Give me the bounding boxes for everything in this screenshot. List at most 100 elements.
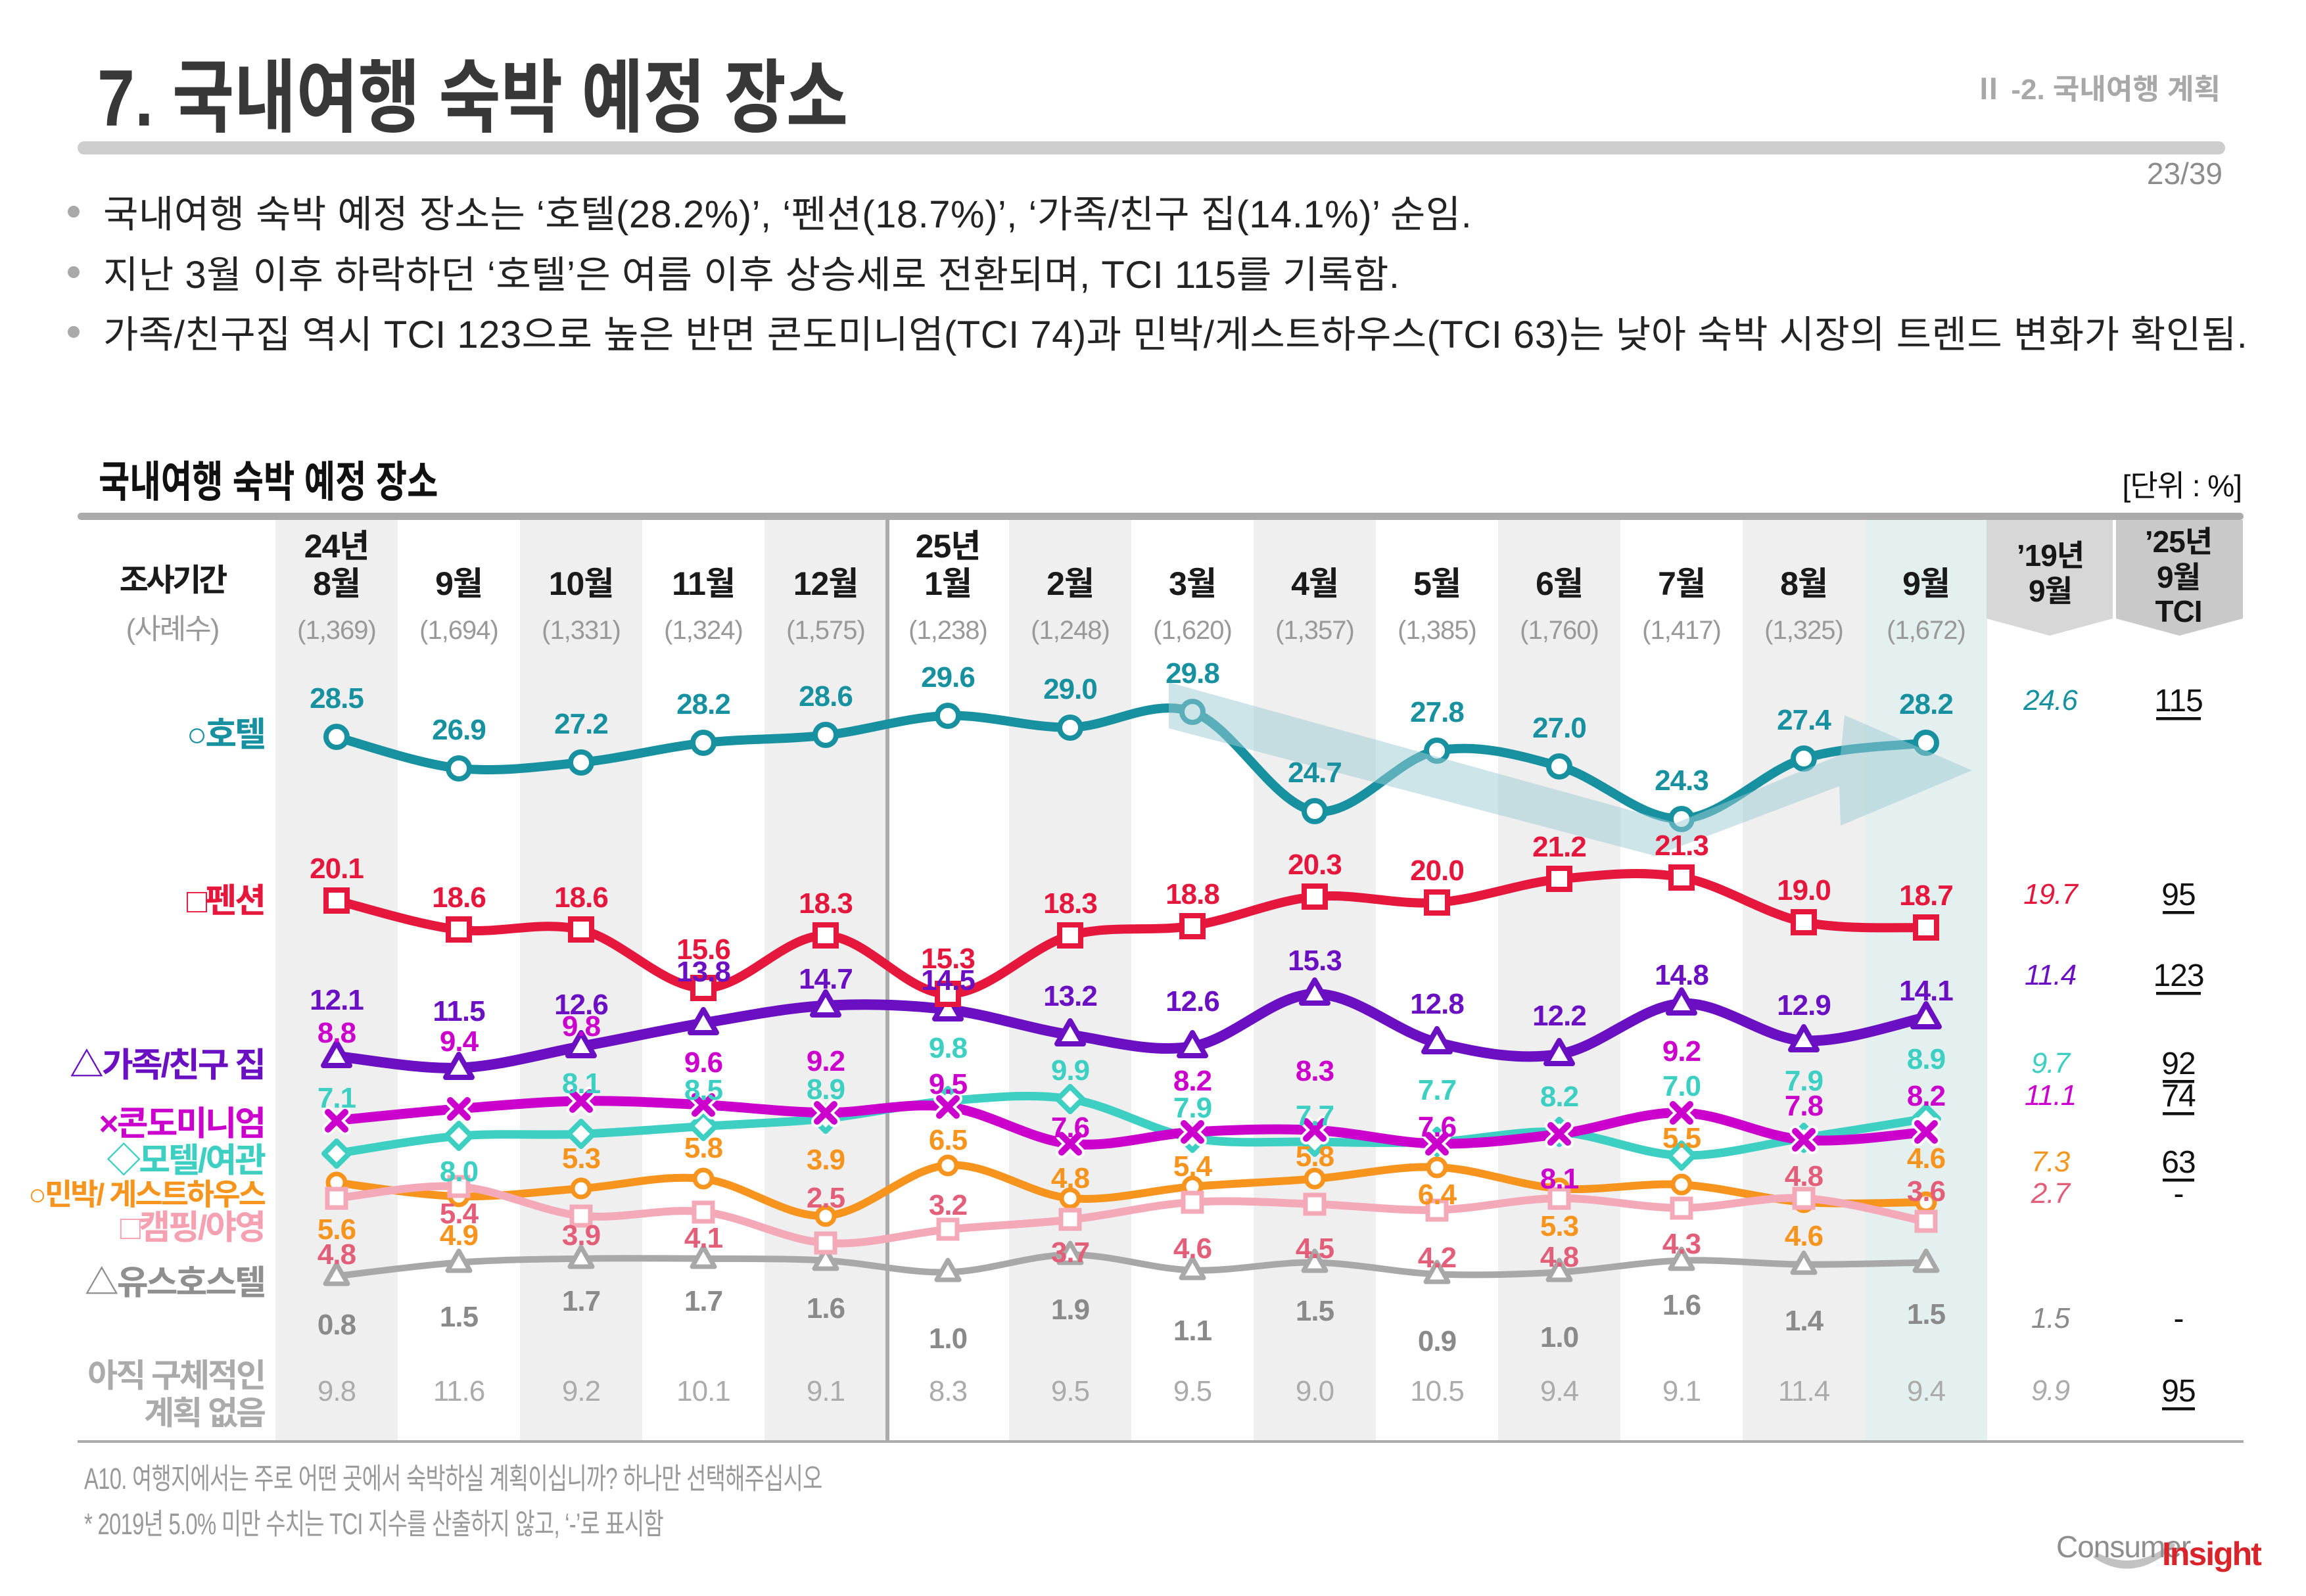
svg-text:9.2: 9.2 bbox=[1662, 1035, 1701, 1068]
svg-text:9.9: 9.9 bbox=[1051, 1054, 1089, 1087]
svg-text:3.2: 3.2 bbox=[929, 1189, 967, 1221]
svg-text:1.5: 1.5 bbox=[440, 1301, 479, 1333]
svg-text:12월: 12월 bbox=[793, 565, 859, 602]
svg-text:27.2: 27.2 bbox=[554, 708, 608, 740]
svg-text:12.6: 12.6 bbox=[554, 989, 608, 1021]
svg-text:7월: 7월 bbox=[1658, 565, 1705, 602]
svg-text:6.5: 6.5 bbox=[929, 1124, 968, 1156]
svg-text:5.6: 5.6 bbox=[318, 1213, 356, 1246]
svg-text:(1,248): (1,248) bbox=[1031, 616, 1110, 645]
svg-text:5.4: 5.4 bbox=[1173, 1150, 1213, 1183]
svg-text:28.6: 28.6 bbox=[799, 680, 853, 713]
svg-text:(1,575): (1,575) bbox=[786, 616, 865, 645]
svg-text:7.1: 7.1 bbox=[318, 1082, 356, 1114]
svg-text:14.7: 14.7 bbox=[799, 963, 853, 995]
svg-text:3.7: 3.7 bbox=[1051, 1236, 1089, 1269]
svg-text:△가족/친구 집: △가족/친구 집 bbox=[70, 1046, 264, 1085]
svg-text:(1,238): (1,238) bbox=[908, 616, 987, 645]
svg-text:2.5: 2.5 bbox=[807, 1182, 845, 1214]
svg-text:1.7: 1.7 bbox=[684, 1285, 722, 1317]
svg-text:1.1: 1.1 bbox=[1173, 1315, 1212, 1347]
svg-text:9월: 9월 bbox=[435, 565, 482, 602]
svg-text:8.1: 8.1 bbox=[1540, 1163, 1579, 1195]
svg-text:18.3: 18.3 bbox=[1043, 887, 1097, 920]
svg-text:9.2: 9.2 bbox=[807, 1045, 845, 1077]
svg-text:15.6: 15.6 bbox=[676, 933, 730, 966]
svg-text:8월: 8월 bbox=[1780, 565, 1827, 602]
svg-text:7.9: 7.9 bbox=[1785, 1065, 1823, 1097]
svg-text:28.2: 28.2 bbox=[1899, 688, 1953, 720]
svg-text:4.5: 4.5 bbox=[1296, 1232, 1334, 1265]
svg-text:9.4: 9.4 bbox=[1907, 1375, 1946, 1407]
svg-text:9월: 9월 bbox=[2029, 574, 2072, 608]
svg-text:(사례수): (사례수) bbox=[126, 613, 219, 645]
svg-text:7.0: 7.0 bbox=[1662, 1070, 1701, 1102]
svg-text:4.9: 4.9 bbox=[440, 1219, 478, 1252]
svg-text:×콘도미니엄: ×콘도미니엄 bbox=[99, 1105, 264, 1143]
svg-text:15.3: 15.3 bbox=[1288, 945, 1342, 977]
svg-text:123: 123 bbox=[2153, 958, 2203, 993]
svg-text:(1,324): (1,324) bbox=[664, 616, 743, 645]
svg-text:(1,385): (1,385) bbox=[1398, 616, 1476, 645]
svg-text:9월: 9월 bbox=[1902, 565, 1950, 602]
svg-text:29.0: 29.0 bbox=[1043, 673, 1097, 705]
svg-text:1.5: 1.5 bbox=[1907, 1298, 1946, 1330]
svg-text:18.7: 18.7 bbox=[1899, 880, 1953, 912]
svg-text:-: - bbox=[2174, 1177, 2184, 1211]
svg-text:28.5: 28.5 bbox=[310, 682, 364, 715]
svg-text:’19년: ’19년 bbox=[2017, 538, 2084, 573]
svg-text:1.5: 1.5 bbox=[1296, 1295, 1334, 1327]
svg-text:4월: 4월 bbox=[1291, 565, 1338, 602]
svg-text:3.9: 3.9 bbox=[562, 1219, 600, 1252]
svg-text:3.6: 3.6 bbox=[1907, 1175, 1945, 1208]
svg-text:4.1: 4.1 bbox=[684, 1222, 723, 1254]
svg-text:5.3: 5.3 bbox=[1540, 1210, 1578, 1242]
svg-text:95: 95 bbox=[2161, 1374, 2195, 1409]
svg-text:6월: 6월 bbox=[1536, 565, 1583, 602]
svg-text:24.6: 24.6 bbox=[2023, 684, 2078, 716]
svg-text:(1,369): (1,369) bbox=[297, 616, 376, 645]
svg-text:21.3: 21.3 bbox=[1655, 830, 1708, 862]
svg-text:7.7: 7.7 bbox=[1418, 1074, 1456, 1106]
svg-text:8월: 8월 bbox=[313, 565, 360, 602]
svg-text:63: 63 bbox=[2161, 1145, 2195, 1180]
svg-text:8.3: 8.3 bbox=[1296, 1055, 1334, 1087]
svg-text:8.1: 8.1 bbox=[562, 1068, 601, 1100]
svg-text:20.0: 20.0 bbox=[1410, 855, 1464, 887]
svg-text:9.8: 9.8 bbox=[562, 1010, 601, 1043]
svg-text:(1,760): (1,760) bbox=[1520, 616, 1599, 645]
svg-text:11.5: 11.5 bbox=[433, 995, 485, 1027]
svg-text:8.5: 8.5 bbox=[684, 1074, 723, 1106]
svg-text:8.9: 8.9 bbox=[807, 1073, 845, 1106]
svg-text:3월: 3월 bbox=[1169, 565, 1216, 602]
svg-text:7.9: 7.9 bbox=[1173, 1092, 1212, 1124]
svg-text:Consumer: Consumer bbox=[2056, 1530, 2191, 1564]
svg-text:1.4: 1.4 bbox=[1785, 1305, 1824, 1337]
svg-text:1.7: 1.7 bbox=[562, 1285, 600, 1317]
svg-text:19.7: 19.7 bbox=[2023, 878, 2079, 910]
svg-text:△유스호스텔: △유스호스텔 bbox=[85, 1264, 264, 1302]
svg-text:5.4: 5.4 bbox=[440, 1198, 479, 1230]
svg-text:18.6: 18.6 bbox=[432, 881, 486, 914]
svg-text:(1,672): (1,672) bbox=[1887, 616, 1965, 645]
svg-text:0.9: 0.9 bbox=[1418, 1325, 1456, 1357]
svg-text:26.9: 26.9 bbox=[432, 714, 486, 746]
svg-text:9.0: 9.0 bbox=[1296, 1375, 1334, 1407]
svg-text:11월: 11월 bbox=[672, 565, 735, 602]
svg-text:12.9: 12.9 bbox=[1777, 989, 1831, 1021]
svg-text:24년: 24년 bbox=[304, 528, 369, 565]
svg-text:19.0: 19.0 bbox=[1777, 874, 1831, 906]
svg-text:5.8: 5.8 bbox=[684, 1132, 723, 1164]
svg-text:1.6: 1.6 bbox=[807, 1292, 845, 1325]
svg-text:-: - bbox=[2174, 1302, 2184, 1336]
svg-text:(1,417): (1,417) bbox=[1642, 616, 1721, 645]
svg-text:□펜션: □펜션 bbox=[187, 882, 264, 920]
svg-text:9.4: 9.4 bbox=[440, 1025, 479, 1058]
svg-text:15.3: 15.3 bbox=[921, 943, 975, 975]
svg-text:○민박/ 게스트하우스: ○민박/ 게스트하우스 bbox=[28, 1177, 266, 1211]
svg-text:2월: 2월 bbox=[1047, 565, 1094, 602]
svg-text:○호텔: ○호텔 bbox=[187, 716, 264, 754]
svg-text:92: 92 bbox=[2161, 1046, 2195, 1081]
svg-text:9.2: 9.2 bbox=[562, 1375, 600, 1407]
svg-text:21.2: 21.2 bbox=[1532, 831, 1586, 863]
